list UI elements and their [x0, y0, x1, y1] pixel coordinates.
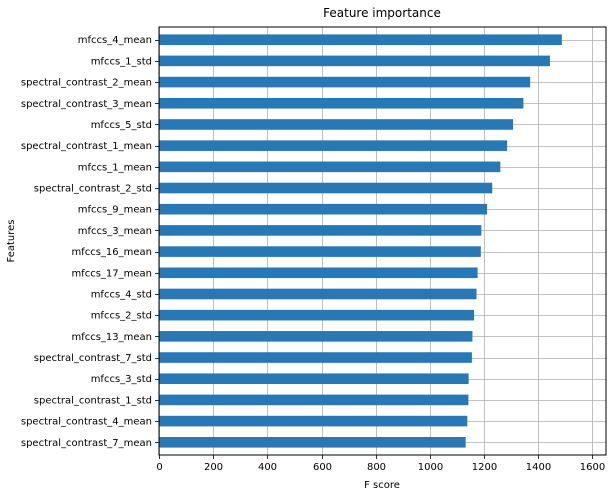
- y-tick-label: mfccs_16_mean: [71, 247, 152, 258]
- x-tick-label: 400: [258, 462, 277, 473]
- y-tick-label: mfccs_1_std: [91, 56, 152, 67]
- bar-mfccs-1-mean: [159, 161, 501, 173]
- bar-spectral-contrast-2-mean: [159, 76, 531, 88]
- x-tick-label: 0: [156, 462, 162, 473]
- bar-mfccs-16-mean: [159, 246, 481, 257]
- x-axis-label: F score: [364, 480, 400, 491]
- bar-mfccs-5-std: [159, 119, 514, 130]
- bar-spectral-contrast-1-std: [159, 394, 469, 406]
- bar-spectral-contrast-4-mean: [159, 415, 468, 427]
- x-axis-ticks: 0 200 400 600 800 1000 1200 1400 1600: [156, 455, 605, 473]
- bar-mfccs-13-mean: [159, 331, 473, 342]
- y-tick-label: mfccs_2_std: [91, 311, 152, 322]
- bar-spectral-contrast-7-std: [159, 352, 472, 363]
- y-tick-label: spectral_contrast_4_mean: [21, 417, 152, 428]
- y-tick-label: mfccs_3_mean: [78, 226, 152, 237]
- bar-mfccs-17-mean: [159, 267, 478, 279]
- y-tick-label: mfccs_4_mean: [78, 35, 152, 46]
- y-tick-label: spectral_contrast_7_mean: [21, 438, 152, 449]
- chart-title: Feature importance: [323, 6, 441, 20]
- bar-mfccs-4-mean: [159, 34, 562, 46]
- y-tick-label: mfccs_1_mean: [78, 162, 152, 173]
- y-axis-label: Features: [6, 220, 17, 263]
- plot-area-frame: [158, 26, 607, 456]
- y-tick-label: spectral_contrast_1_std: [34, 395, 152, 406]
- bar-mfccs-9-mean: [159, 203, 488, 215]
- x-tick-label: 200: [204, 462, 223, 473]
- x-tick-label: 1200: [472, 462, 497, 473]
- x-tick-label: 800: [367, 462, 386, 473]
- y-tick-label: spectral_contrast_1_mean: [21, 141, 152, 152]
- y-tick-label: spectral_contrast_2_mean: [21, 78, 152, 89]
- bar-mfccs-1-std: [159, 55, 550, 67]
- y-tick-label: mfccs_9_mean: [78, 205, 152, 216]
- bar-mfccs-2-std: [159, 309, 475, 321]
- y-tick-label: spectral_contrast_3_mean: [21, 99, 152, 110]
- bar-mfccs-3-std: [159, 373, 469, 385]
- x-tick-label: 1000: [418, 462, 443, 473]
- bar-mfccs-3-mean: [159, 225, 482, 236]
- bar-spectral-contrast-3-mean: [159, 97, 524, 109]
- bar-spectral-contrast-2-std: [159, 182, 493, 194]
- y-tick-label: mfccs_5_std: [91, 120, 152, 131]
- y-tick-label: spectral_contrast_7_std: [34, 353, 152, 364]
- y-tick-label: mfccs_4_std: [91, 289, 152, 300]
- x-tick-label: 600: [313, 462, 332, 473]
- y-tick-label: mfccs_17_mean: [71, 268, 152, 279]
- y-tick-label: mfccs_3_std: [91, 374, 152, 385]
- y-tick-label: mfccs_13_mean: [71, 332, 152, 343]
- x-tick-label: 1600: [580, 462, 605, 473]
- bars-layer: [159, 34, 562, 448]
- y-axis-ticks: mfccs_4_mean mfccs_1_std spectral_contrast…: [21, 35, 159, 449]
- bar-spectral-contrast-7-mean: [159, 436, 466, 448]
- x-tick-label: 1400: [526, 462, 551, 473]
- bar-spectral-contrast-1-mean: [159, 140, 508, 151]
- y-tick-label: spectral_contrast_2_std: [34, 184, 152, 195]
- grid-layer: [159, 27, 606, 455]
- bar-mfccs-4-std: [159, 288, 477, 300]
